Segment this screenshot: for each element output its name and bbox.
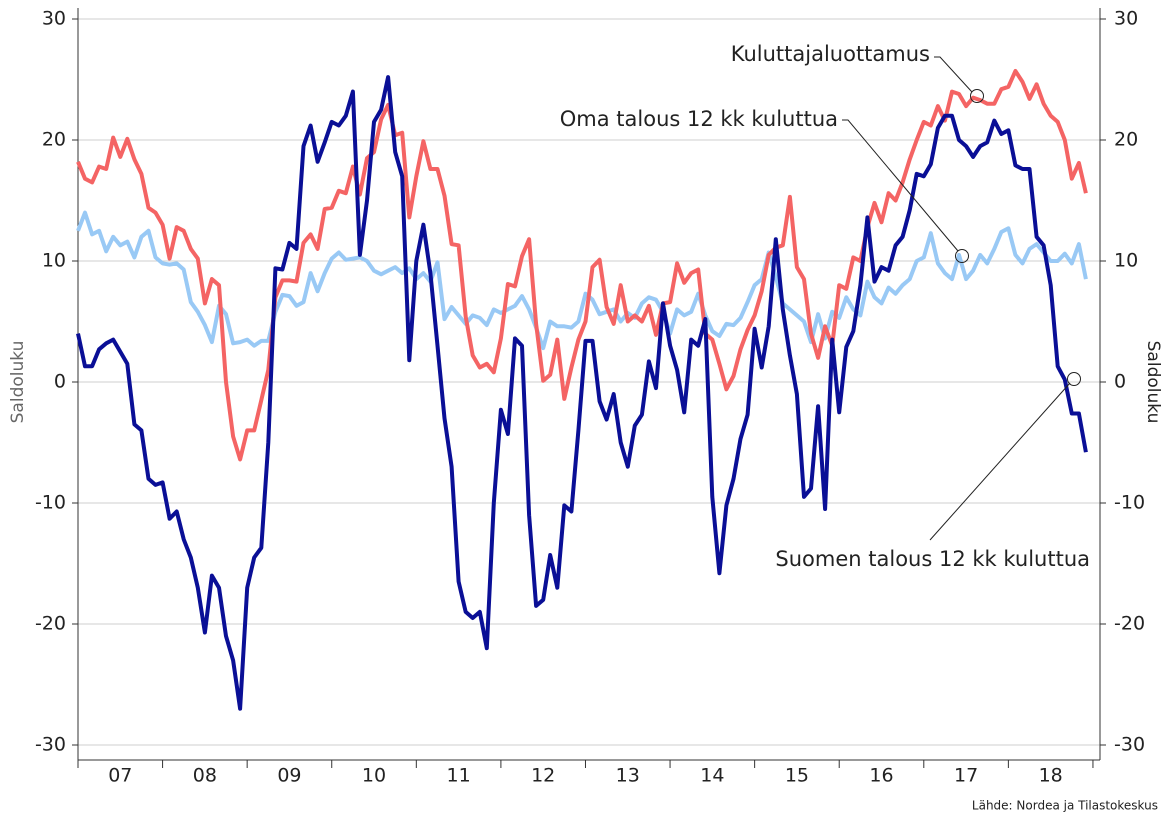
series-line xyxy=(76,210,1088,351)
x-tick-label: 18 xyxy=(1039,765,1063,787)
y2-tick-label: -10 xyxy=(1114,492,1145,514)
x-tick-label: 17 xyxy=(954,765,978,787)
y-tick-label: -30 xyxy=(35,734,66,756)
y-tick-label: 10 xyxy=(42,250,66,272)
y2-tick-label: 30 xyxy=(1114,8,1138,30)
y2-tick-label: 10 xyxy=(1114,250,1138,272)
x-tick-label: 14 xyxy=(700,765,724,787)
y2-tick-label: -30 xyxy=(1114,734,1145,756)
annotations: Kuluttajaluottamus Oma talous 12 kk kulu… xyxy=(560,42,1090,571)
leader-line xyxy=(934,56,973,93)
x-tick-label: 16 xyxy=(869,765,893,787)
y-tick-label: 0 xyxy=(54,371,66,393)
x-tick-label: 11 xyxy=(447,765,471,787)
y2-axis-label: Saldoluku xyxy=(1143,341,1163,424)
y-tick-label: -10 xyxy=(35,492,66,514)
annotation-circle xyxy=(970,89,984,103)
x-tick-label: 08 xyxy=(193,765,217,787)
leader-line xyxy=(929,382,1071,541)
annotation: Suomen talous 12 kk kuluttua xyxy=(775,547,1090,571)
y-tick-label: 20 xyxy=(42,129,66,151)
x-tick-label: 07 xyxy=(108,765,132,787)
y-tick-label: -20 xyxy=(35,613,66,635)
annotation-circle xyxy=(1067,372,1081,386)
x-tick-label: 13 xyxy=(616,765,640,787)
y2-tick-label: 0 xyxy=(1114,371,1126,393)
x-tick-label: 12 xyxy=(531,765,555,787)
y-tick-label: 30 xyxy=(42,8,66,30)
y2-tick-label: -20 xyxy=(1114,613,1145,635)
series-line xyxy=(76,75,1088,711)
source: Lähde: Nordea ja Tilastokeskus xyxy=(972,799,1158,813)
leader-line xyxy=(842,119,959,252)
y-axis-label: Saldoluku xyxy=(8,341,28,424)
y2-tick-label: 20 xyxy=(1114,129,1138,151)
x-tick-label: 15 xyxy=(785,765,809,787)
x-tick-label: 10 xyxy=(362,765,386,787)
annotation-circle xyxy=(955,249,969,263)
series-line xyxy=(76,69,1088,462)
annotation: Kuluttajaluottamus xyxy=(731,42,930,66)
annotation: Oma talous 12 kk kuluttua xyxy=(560,107,838,131)
x-tick-label: 09 xyxy=(277,765,301,787)
